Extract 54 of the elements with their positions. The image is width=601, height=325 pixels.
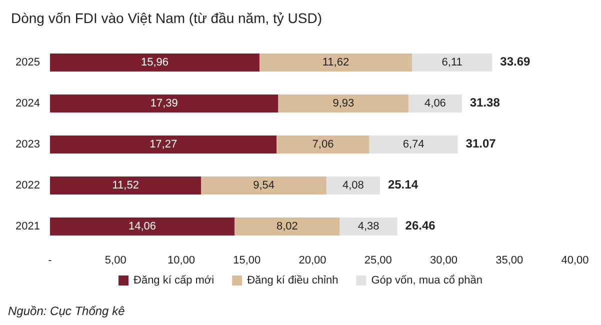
total-label: 25.14 — [388, 178, 418, 192]
bar — [340, 218, 398, 236]
legend-label: Góp vốn, mua cổ phần — [371, 274, 482, 286]
bar — [408, 94, 462, 112]
total-label: 31.07 — [466, 136, 496, 150]
legend-label: Đăng kí điều chỉnh — [247, 274, 338, 286]
x-tick-label: 15,00 — [233, 254, 261, 266]
data-label: 17,27 — [150, 138, 178, 150]
x-tick-label: 10,00 — [167, 254, 196, 266]
x-tick-label: 40,00 — [561, 254, 589, 266]
bar — [369, 136, 458, 154]
y-tick-label: 2022 — [16, 180, 40, 192]
data-label: 9,54 — [253, 180, 275, 192]
x-tick-label: - — [48, 254, 52, 266]
data-label: 4,06 — [424, 98, 446, 110]
data-label: 11,52 — [112, 180, 139, 192]
bar — [259, 54, 412, 72]
bar — [412, 54, 492, 72]
bar — [50, 94, 278, 112]
x-tick-label: 20,00 — [298, 254, 326, 266]
bar — [50, 54, 260, 72]
x-tick-label: 30,00 — [430, 254, 458, 266]
bar — [234, 218, 340, 236]
x-tick-label: 25,00 — [364, 254, 392, 266]
bar — [201, 176, 326, 194]
text: Nguồn: Cục Thống kê — [8, 304, 126, 318]
bar — [50, 176, 202, 194]
bar — [278, 94, 409, 112]
bar — [50, 218, 235, 236]
data-label: 4,08 — [342, 180, 364, 192]
total-label: 31.38 — [470, 96, 500, 110]
legend-label: Đăng kí cấp mới — [134, 274, 214, 286]
y-tick-label: 2023 — [16, 138, 40, 150]
x-tick-label: 35,00 — [496, 254, 524, 266]
data-label: 4,38 — [358, 220, 380, 232]
data-label: 6,74 — [402, 138, 424, 150]
data-label: 7,06 — [312, 138, 334, 150]
bar — [276, 136, 370, 154]
y-tick-label: 2021 — [16, 220, 40, 232]
data-label: 17,39 — [150, 98, 178, 110]
data-label: 6,11 — [442, 56, 462, 68]
data-label: 14,06 — [128, 220, 156, 232]
y-tick-label: 2025 — [16, 56, 40, 68]
chart-title: Dòng vốn FDI vào Việt Nam (từ đầu năm, tỷ USD) — [11, 10, 322, 26]
y-tick-label: 2024 — [16, 98, 40, 110]
data-label: 15,96 — [140, 56, 169, 68]
data-label: 8,02 — [276, 220, 298, 232]
data-label: 9,93 — [332, 98, 354, 110]
data-label: 11,62 — [322, 56, 350, 68]
total-label: 33.69 — [500, 54, 531, 68]
total-label: 26.46 — [405, 218, 436, 232]
bar — [50, 136, 277, 154]
x-tick-label: 5,00 — [104, 254, 126, 266]
bar — [326, 176, 380, 194]
